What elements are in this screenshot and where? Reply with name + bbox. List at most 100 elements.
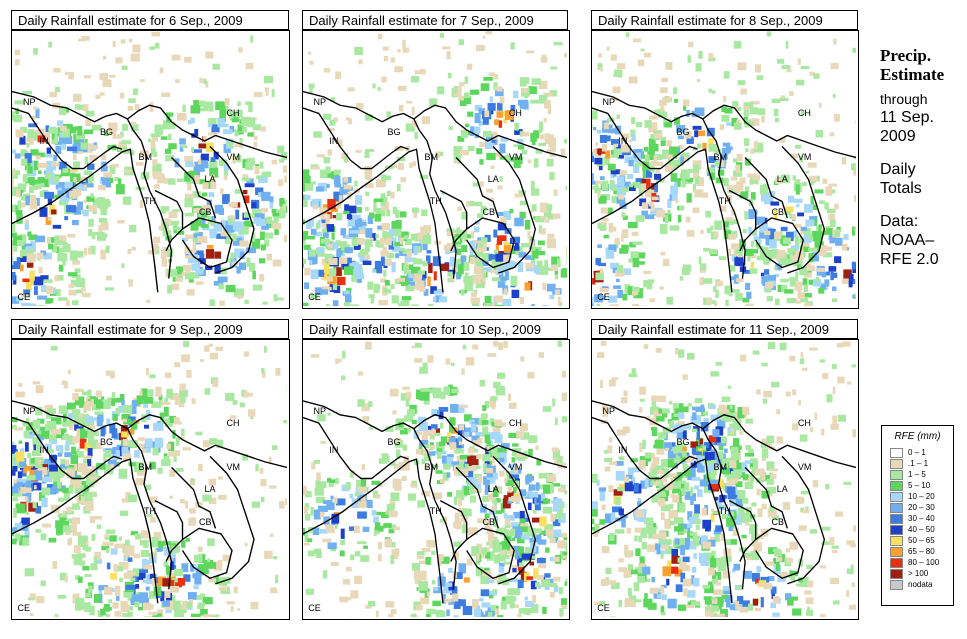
legend-item: 1 – 5 [882,469,953,480]
legend-label: 0 – 1 [908,447,926,457]
legend-item: 40 – 50 [882,524,953,535]
country-label: LA [487,174,499,184]
country-label: BG [100,436,114,447]
legend-label: 10 – 20 [908,491,935,501]
country-label: NP [23,406,36,417]
country-label: CH [508,417,522,428]
country-borders [12,90,287,293]
country-label: NP [602,97,616,107]
country-label: CB [199,207,212,217]
rainfall-map: NP CH BG IN BM VM LA TH CB CE [591,30,859,309]
country-label: BG [387,127,401,138]
country-label: CE [308,292,321,303]
panel-title: Daily Rainfall estimate for 9 Sep., 2009 [11,319,289,339]
panel-title: Daily Rainfall estimate for 10 Sep., 200… [302,319,568,339]
country-label: LA [204,174,216,184]
country-label: BG [676,436,690,447]
rain-blobs [12,340,287,617]
legend-swatch [890,491,903,502]
country-label: TH [718,506,731,517]
country-borders [592,90,856,293]
country-label: BM [713,152,727,162]
rain-blobs [592,31,856,306]
country-label: LA [776,174,788,184]
country-label: IN [618,445,628,456]
country-label: VM [508,461,523,472]
rainfall-field [303,31,567,306]
country-label: CB [771,517,785,528]
country-label: VM [797,461,812,472]
rainfall-map: NP CH BG IN BM VM LA TH CB CE [11,339,290,620]
data-source-2: RFE 2.0 [880,251,939,268]
legend-label: 1 – 5 [908,469,926,479]
legend-swatch [890,502,903,513]
country-label: CE [17,292,31,303]
legend-label: 50 – 65 [908,535,935,545]
rainfall-map: NP CH BG IN BM VM LA TH CB CE [591,339,859,620]
legend-swatch [890,513,903,524]
country-label: CB [199,517,212,528]
legend-label: 40 – 50 [908,524,935,534]
legend-label: nodata [908,579,933,589]
country-label: CH [508,108,522,118]
legend-item: > 100 [882,568,953,579]
legend-item: .1 – 1 [882,458,953,469]
country-label: CB [771,207,785,217]
country-label: CB [482,517,496,528]
country-label: TH [144,196,156,206]
country-label: NP [23,97,36,107]
rain-blobs [303,31,567,306]
country-label: CB [482,207,496,217]
legend-swatch [890,568,903,579]
title-line-2: Estimate [880,65,945,84]
country-label: IN [39,135,49,146]
legend-item: 50 – 65 [882,535,953,546]
country-label: BM [138,152,153,162]
legend-swatch [890,557,903,568]
country-label: CE [17,603,31,614]
country-label: LA [204,484,216,495]
rainfall-map: NP CH BG IN BM VM LA TH CB CE [302,339,570,620]
end-date-line-1: 11 Sep. [880,109,934,126]
country-label: CH [797,108,811,118]
country-label: BM [138,461,153,472]
country-label: CH [226,417,240,428]
country-label: VM [226,152,241,162]
country-label: TH [718,196,731,206]
end-date-line-2: 2009 [880,128,916,145]
country-label: NP [313,97,327,107]
panel-title: Daily Rainfall estimate for 7 Sep., 2009 [302,10,568,30]
legend-label: > 100 [908,568,929,578]
country-label: CH [226,108,240,118]
country-borders [592,400,856,604]
country-borders [12,400,287,604]
legend-label: 30 – 40 [908,513,935,523]
legend-label: 65 – 80 [908,546,935,556]
legend-item: 0 – 1 [882,447,953,458]
legend-label: 20 – 30 [908,502,935,512]
country-label: BM [713,461,727,472]
legend-title: RFE (mm) [894,431,941,442]
country-label: BG [676,127,690,138]
daily-label-2: Totals [880,180,922,197]
country-label: VM [797,152,812,162]
legend-item: 65 – 80 [882,546,953,557]
legend-swatch [890,447,903,458]
title-line-1: Precip. [880,46,932,65]
country-label: IN [39,445,49,456]
rainfall-field [12,340,287,617]
panel-title: Daily Rainfall estimate for 6 Sep., 2009 [11,10,289,30]
rainfall-field [592,340,856,617]
country-label: BG [100,127,114,138]
legend-swatch [890,579,903,590]
legend-swatch [890,535,903,546]
country-label: TH [429,506,442,517]
legend-label: 5 – 10 [908,480,931,490]
legend-swatch [890,469,903,480]
rain-blobs [592,340,856,617]
country-label: BM [424,152,438,162]
country-label: LA [487,484,499,495]
rainfall-map: NP CH BG IN BM VM LA TH CB CE [302,30,570,309]
country-label: CE [597,292,610,303]
